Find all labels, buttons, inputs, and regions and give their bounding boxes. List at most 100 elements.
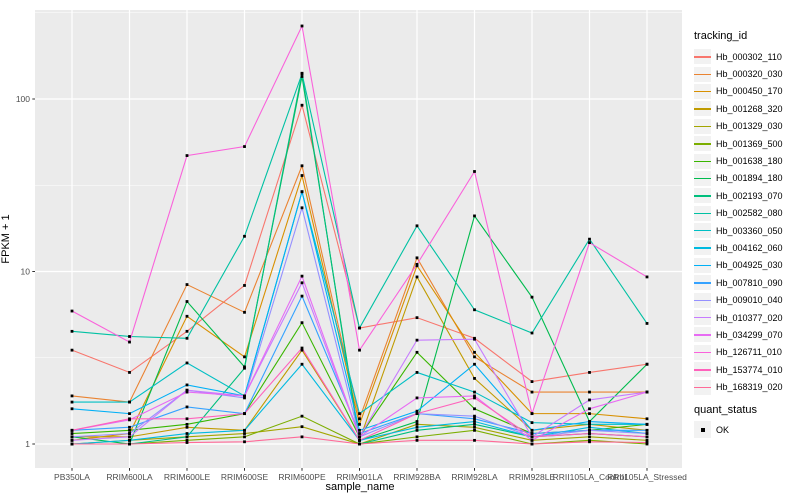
legend-line-key-icon xyxy=(694,379,711,395)
data-point-marker xyxy=(128,340,131,344)
data-point-marker xyxy=(473,417,476,421)
data-point-marker xyxy=(645,362,649,366)
data-point-marker xyxy=(243,432,246,435)
data-point-marker xyxy=(358,412,361,416)
legend-label: Hb_000450_170 xyxy=(716,86,783,97)
data-point-marker xyxy=(300,174,304,177)
data-point-marker xyxy=(185,422,189,426)
legend-title-tracking-id: tracking_id xyxy=(694,30,748,42)
legend-line-key-icon xyxy=(694,223,711,239)
data-point-marker xyxy=(243,412,246,416)
data-point-marker xyxy=(645,435,649,439)
data-point-marker xyxy=(415,422,419,426)
data-point-marker xyxy=(415,425,419,429)
legend-line-key-icon xyxy=(694,275,711,291)
data-point-marker xyxy=(473,396,476,400)
x-tick-label: RRIM600LE xyxy=(164,472,211,482)
data-point-marker xyxy=(128,438,131,442)
data-point-marker xyxy=(530,428,534,432)
x-tick-label: RRIM928BA xyxy=(393,472,441,482)
data-point-marker xyxy=(300,75,304,78)
data-point-marker xyxy=(415,438,419,442)
data-point-marker xyxy=(358,348,361,352)
data-point-marker xyxy=(185,405,189,409)
data-point-marker xyxy=(128,442,131,446)
data-point-marker xyxy=(358,326,361,330)
legend-line-key-icon xyxy=(694,292,711,308)
legend-label: Hb_002582_080 xyxy=(716,208,783,219)
data-point-marker xyxy=(300,164,304,168)
legend-label: Hb_010377_020 xyxy=(716,312,783,323)
data-point-marker xyxy=(473,425,476,429)
data-point-marker xyxy=(243,234,246,238)
data-point-marker xyxy=(70,329,74,333)
data-point-marker xyxy=(473,362,476,366)
data-point-marker xyxy=(300,435,304,439)
data-point-marker xyxy=(415,435,419,439)
data-point-marker xyxy=(645,438,649,442)
legend-line-key-icon xyxy=(694,66,711,82)
data-point-marker xyxy=(70,435,74,439)
data-point-marker xyxy=(70,394,74,398)
legend-item: Hb_034299_070 xyxy=(694,326,783,343)
data-point-marker xyxy=(70,407,74,411)
legend-label: Hb_002193_070 xyxy=(716,190,783,201)
legend-item: Hb_126711_010 xyxy=(694,344,783,361)
data-point-marker xyxy=(415,275,419,279)
data-point-marker xyxy=(300,24,304,28)
legend-label: Hb_153774_010 xyxy=(716,364,783,375)
legend-line-key-icon xyxy=(694,83,711,99)
data-point-marker xyxy=(415,396,419,400)
data-point-marker xyxy=(243,435,246,439)
data-point-marker xyxy=(128,335,131,338)
data-point-marker xyxy=(300,190,304,194)
legend-label: Hb_000320_030 xyxy=(716,69,783,80)
data-point-marker xyxy=(645,390,649,394)
legend-label: Hb_004162_060 xyxy=(716,242,783,253)
data-point-marker xyxy=(185,154,189,157)
data-point-marker xyxy=(185,425,189,429)
legend-line-key-icon xyxy=(694,170,711,186)
data-point-marker xyxy=(128,400,131,404)
data-point-marker xyxy=(243,396,246,400)
legend-label: Hb_168319_020 xyxy=(716,382,783,393)
y-tick-label: 1 xyxy=(25,439,30,449)
legend-line-key-icon xyxy=(694,310,711,326)
legend-label: Hb_001268_320 xyxy=(716,103,783,114)
data-point-marker xyxy=(358,442,361,446)
x-tick-label: PB350LA xyxy=(54,472,90,482)
x-tick-label: RRIM928LA xyxy=(451,472,498,482)
data-point-marker xyxy=(243,428,246,432)
x-tick-label: RRII105LA_Control xyxy=(553,472,627,482)
data-point-marker xyxy=(70,400,74,404)
data-point-marker xyxy=(473,414,476,418)
data-point-marker xyxy=(645,322,649,325)
data-point-marker xyxy=(588,390,591,394)
data-point-marker xyxy=(415,412,419,416)
legend-label: Hb_007810_090 xyxy=(716,277,783,288)
data-point-marker xyxy=(530,331,534,335)
legend-line-key-icon xyxy=(694,153,711,169)
data-point-marker xyxy=(300,274,304,278)
legend-item: Hb_002193_070 xyxy=(694,187,783,204)
data-point-marker xyxy=(358,428,361,432)
data-point-marker xyxy=(645,417,649,421)
legend-item: Hb_000450_170 xyxy=(694,83,783,100)
data-point-marker xyxy=(300,72,304,76)
panel-background xyxy=(35,10,682,468)
data-point-marker xyxy=(588,435,591,439)
data-point-marker xyxy=(70,428,74,432)
data-point-marker xyxy=(300,321,304,325)
legend-item: Hb_001894_180 xyxy=(694,170,783,187)
legend-line-key-icon xyxy=(694,327,711,343)
axes: 1 10 100 PB350LA RRIM600LA RRIM600LE RRIM600SE… xyxy=(16,94,687,482)
legend-item: Hb_002582_080 xyxy=(694,205,783,222)
legend-item: Hb_153774_010 xyxy=(694,361,783,378)
data-point-marker xyxy=(645,432,649,435)
data-point-marker xyxy=(70,438,74,442)
legend-item: Hb_001329_030 xyxy=(694,118,783,135)
legend-line-key-icon xyxy=(694,101,711,117)
data-point-marker xyxy=(128,432,131,435)
